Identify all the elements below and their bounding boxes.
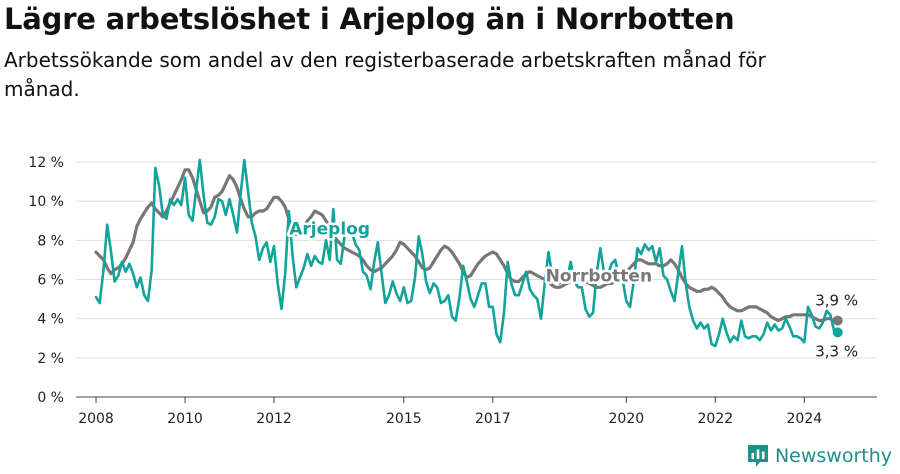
end-value-label-arjeplog: 3,3 %: [815, 342, 858, 360]
grid-lines: [76, 161, 877, 398]
chart-title: Lägre arbetslöshet i Arjeplog än i Norrb…: [4, 2, 735, 36]
y-tick-label: 12 %: [28, 155, 64, 171]
series-label-arjeplog: Arjeplog: [289, 220, 370, 240]
y-tick-label: 0 %: [37, 390, 64, 406]
newsworthy-logo-icon: [747, 444, 769, 468]
x-tick-label: 2017: [475, 411, 511, 427]
end-point-norrbotten: [832, 315, 843, 326]
y-tick-label: 10 %: [28, 194, 64, 210]
x-tick-label: 2022: [698, 411, 734, 427]
x-tick-label: 2010: [167, 411, 203, 427]
series-labels: Norrbotten Arjeplog 3,9 % 3,3 %: [287, 217, 858, 360]
series-label-norrbotten: Norrbotten: [546, 267, 652, 287]
x-tick-label: 2015: [386, 411, 422, 427]
axes: 0 % 2 % 4 % 6 % 8 % 10 % 12 % 2008 2010 2012 2015 2…: [28, 155, 822, 427]
y-tick-label: 8 %: [37, 233, 64, 249]
x-tick-label: 2024: [787, 411, 823, 427]
end-value-label-norrbotten: 3,9 %: [815, 292, 858, 310]
y-tick-label: 2 %: [37, 351, 64, 367]
series-line-arjeplog: [94, 158, 839, 348]
series-lines: [94, 158, 843, 348]
brand-name: Newsworthy: [774, 445, 892, 467]
y-tick-label: 4 %: [37, 312, 64, 328]
x-tick-label: 2012: [256, 411, 292, 427]
end-point-arjeplog: [832, 327, 843, 338]
series-line-norrbotten: [94, 168, 840, 323]
x-tick-label: 2008: [78, 411, 114, 427]
brand-logo: Newsworthy: [747, 444, 892, 468]
y-tick-label: 6 %: [37, 273, 64, 289]
chart-subtitle: Arbetssökande som andel av den registerb…: [4, 48, 766, 101]
x-tick-label: 2020: [609, 411, 645, 427]
